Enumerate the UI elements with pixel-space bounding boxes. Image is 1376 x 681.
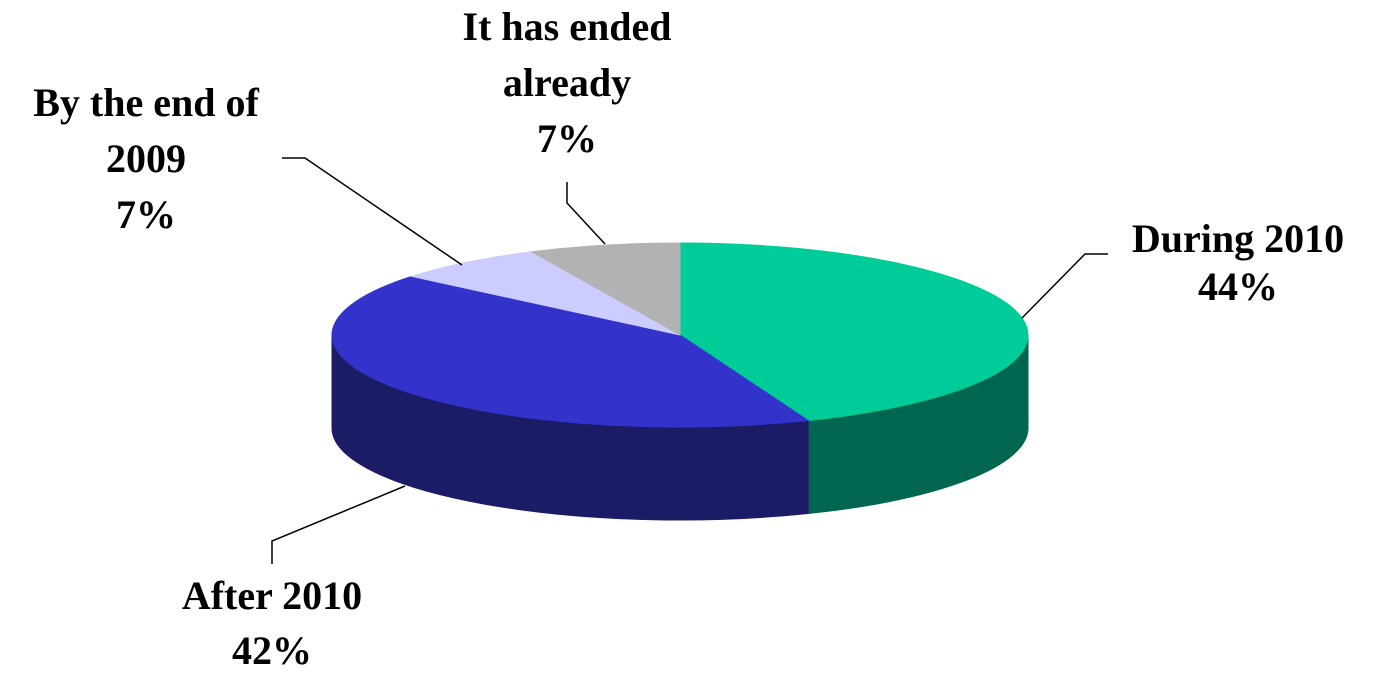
pie-slice-1 bbox=[331, 275, 810, 428]
leader-lines bbox=[271, 157, 1108, 564]
pie-slice-2 bbox=[409, 251, 681, 336]
slice-percent-label-2: 7% bbox=[116, 192, 176, 237]
slice-category-label-2: 2009 bbox=[106, 136, 186, 181]
leader-line-1 bbox=[271, 485, 406, 564]
slice-percent-label-0: 44% bbox=[1198, 264, 1278, 309]
slice-category-label-0: During 2010 bbox=[1132, 216, 1344, 261]
pie-slice-3 bbox=[530, 242, 681, 336]
slice-category-label-1: After 2010 bbox=[182, 573, 362, 618]
leader-line-0 bbox=[1021, 253, 1108, 319]
leader-line-3 bbox=[566, 182, 606, 245]
leader-line-2 bbox=[282, 157, 463, 266]
slice-percent-label-1: 42% bbox=[232, 628, 312, 673]
slice-category-label-3: It has ended bbox=[463, 4, 672, 49]
slice-category-label-2: By the end of bbox=[33, 80, 259, 125]
pie-slices bbox=[331, 242, 1029, 428]
slice-percent-label-3: 7% bbox=[537, 116, 597, 161]
slice-category-label-3: already bbox=[503, 60, 631, 105]
